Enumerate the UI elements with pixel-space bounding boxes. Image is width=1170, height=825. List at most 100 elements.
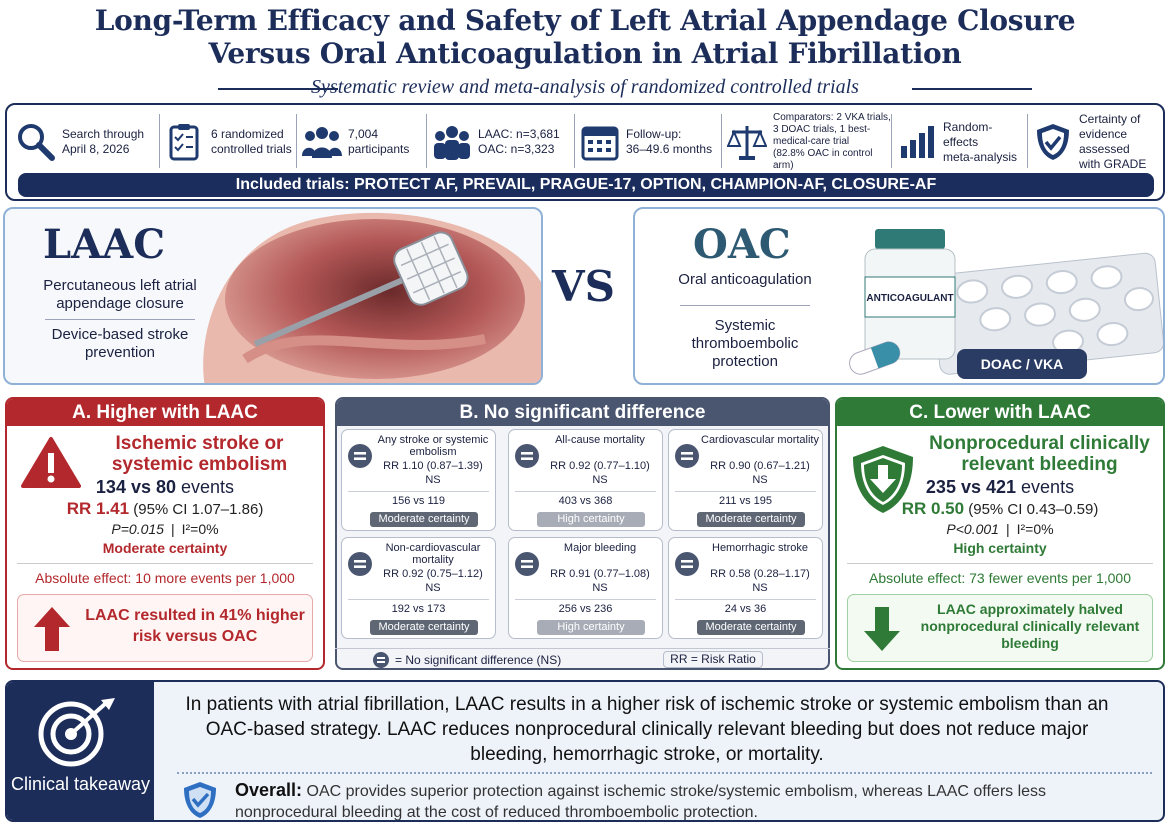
- stat-line: OAC: n=3,323: [478, 142, 555, 156]
- laac-card: LAAC Percutaneous left atrial appendage …: [3, 207, 543, 385]
- p-value: P=0.015: [111, 521, 164, 537]
- stat-item: Search through April 8, 2026: [16, 114, 161, 170]
- divider: [847, 563, 1153, 564]
- divider: [45, 319, 195, 320]
- stat-separator: [426, 114, 427, 168]
- stat-text: Comparators: 2 VKA trials, 3 DOAC trials,…: [773, 112, 892, 172]
- cell-events: 24 vs 36: [724, 603, 767, 615]
- rr-line: RR 1.41 (95% CI 1.07–1.86): [5, 499, 325, 519]
- laac-description: Percutaneous left atrial appendage closu…: [43, 277, 197, 312]
- certainty-badge: High certainty: [537, 620, 645, 635]
- cell-title: Any stroke or systemic embolism: [377, 434, 489, 458]
- title-line: Long-Term Efficacy and Safety of Left At…: [94, 4, 1076, 37]
- ns-icon: [348, 444, 372, 468]
- rr: RR 0.50: [901, 499, 965, 518]
- vs: VS: [552, 262, 615, 311]
- stat-line: Certainty of: [1079, 112, 1141, 126]
- laac-purpose: Device-based stroke prevention: [51, 326, 189, 361]
- stat-line: 36–49.6 months: [626, 142, 713, 156]
- events: 235 vs 421 events: [835, 476, 1165, 498]
- atrium: [225, 219, 525, 379]
- legend-ns: = No significant difference (NS): [395, 653, 562, 667]
- cell-rr: RR 0.92 (0.77–1.10): [550, 460, 650, 472]
- stat-line: Search through: [62, 127, 145, 141]
- stat-text: LAAC: n=3,681 OAC: n=3,323: [478, 127, 560, 157]
- arrow-up-icon: [34, 607, 70, 651]
- stat-text: 7,004 participants: [348, 127, 409, 157]
- overall: Overall: OAC provides superior protectio…: [235, 780, 1115, 820]
- cell-title: All-cause mortality: [555, 434, 645, 446]
- stat-item: Comparators: 2 VKA trials, 3 DOAC trials,…: [727, 112, 892, 172]
- legend: = No significant difference (NS) RR = Ri…: [335, 648, 830, 670]
- cell-events: 403 vs 368: [558, 495, 613, 507]
- cell-rr: RR 1.10 (0.87–1.39): [383, 460, 483, 472]
- pills: [956, 265, 1154, 354]
- ns-icon: [675, 444, 699, 468]
- p-line: P<0.001 | I²=0%: [835, 521, 1165, 537]
- stat-separator: [721, 114, 722, 168]
- takeaway-label: Clinical takeaway: [10, 774, 151, 794]
- subtitle-rule: [912, 88, 1032, 90]
- cell-rr: RR 0.92 (0.75–1.12): [383, 568, 483, 580]
- cell-divider: [348, 599, 489, 600]
- stat-icon: [434, 126, 470, 160]
- rr: RR 1.41: [66, 499, 130, 518]
- absolute-effect: Absolute effect: 73 fewer events per 1,0…: [868, 570, 1132, 586]
- stat-line: evidence assessed: [1079, 127, 1130, 156]
- divider: [17, 563, 313, 564]
- oac-description: Oral anticoagulation: [678, 271, 812, 288]
- events-unit: events: [1021, 477, 1075, 497]
- events-unit: events: [181, 477, 235, 497]
- cell-significance: NS: [592, 474, 608, 486]
- cell-significance: NS: [752, 474, 768, 486]
- included-trials-bar: Included trials: PROTECT AF, PREVAIL, PR…: [18, 173, 1154, 197]
- included-label: Included trials:: [235, 176, 350, 193]
- bottle-label: [864, 276, 956, 318]
- certainty-badge: Moderate certainty: [370, 512, 478, 527]
- overview-box: [5, 103, 1165, 201]
- cell-significance: NS: [425, 582, 441, 594]
- outcome: Ischemic stroke or systemic embolism: [111, 433, 288, 475]
- ns-icon: [515, 552, 539, 576]
- stat-icon: [901, 126, 934, 158]
- conclusion-box: LAAC approximately halved nonprocedural …: [847, 594, 1153, 662]
- stat-line: 7,004: [348, 127, 379, 141]
- cell-divider: [675, 491, 816, 492]
- i-squared: I²=0%: [181, 521, 219, 537]
- stat-item: 7,004 participants: [302, 114, 422, 170]
- outcome-cell: Hemorrhagic stroke RR 0.58 (0.28–1.17) NS 2…: [668, 537, 823, 639]
- cell-significance: NS: [425, 474, 441, 486]
- separator: |: [170, 521, 175, 537]
- ns-icon: [515, 444, 539, 468]
- cell-events: 192 vs 173: [391, 603, 446, 615]
- stat-item: Random-effects meta-analysis: [897, 114, 1027, 170]
- tissue-fold: [242, 334, 486, 364]
- stat-separator: [574, 114, 575, 168]
- stat-line: controlled trials: [211, 142, 292, 156]
- divider: [680, 305, 810, 306]
- cell-events: 256 vs 236: [558, 603, 613, 615]
- device: [393, 231, 469, 306]
- ci: (95% CI 0.43–0.59): [968, 501, 1099, 518]
- stat-icon: [302, 127, 342, 158]
- oac-purpose: Systemic thromboembolic protection: [691, 317, 799, 370]
- oac-badge: DOAC / VKA: [957, 349, 1087, 379]
- cell-title: Major bleeding: [563, 542, 637, 554]
- stat-item: LAAC: n=3,681 OAC: n=3,323: [432, 114, 572, 170]
- stat-separator: [891, 114, 892, 168]
- cell-rr: RR 0.58 (0.28–1.17): [710, 568, 810, 580]
- stat-text: Random-effects meta-analysis: [943, 120, 1027, 165]
- legend-rr: RR = Risk Ratio: [663, 651, 763, 668]
- takeaway-text: In patients with atrial fibrillation, LA…: [185, 694, 1109, 765]
- laac-illustration: [203, 212, 541, 383]
- stat-line: LAAC: n=3,681: [478, 127, 560, 141]
- cell-divider: [515, 599, 656, 600]
- outcome-cell: Any stroke or systemic embolism RR 1.10 (…: [341, 429, 496, 531]
- certainty-badge: Moderate certainty: [370, 620, 478, 635]
- panel-header: A. Higher with LAAC: [7, 399, 323, 426]
- capsule: [849, 341, 901, 375]
- p-value: P<0.001: [946, 521, 999, 537]
- cell-divider: [675, 599, 816, 600]
- event-count: 235 vs 421: [925, 477, 1017, 497]
- stat-icon: [169, 124, 199, 161]
